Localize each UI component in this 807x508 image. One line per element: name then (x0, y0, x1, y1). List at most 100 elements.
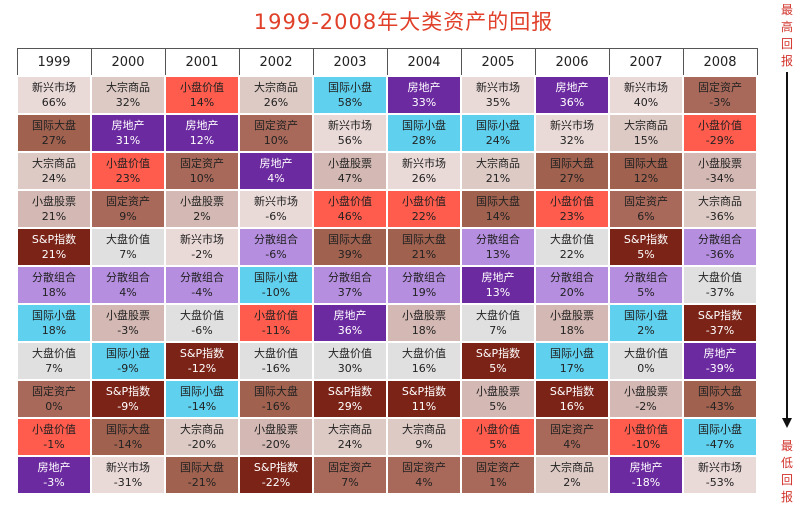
asset-return-cell: 新兴市场 66% (16, 75, 92, 115)
return-value-label: 10% (189, 172, 215, 185)
asset-return-cell: 国际小盘 18% (16, 303, 92, 343)
return-value-label: 56% (337, 134, 363, 147)
asset-return-cell: 国际小盘 -14% (164, 379, 240, 419)
asset-return-cell: 固定资产 -3% (682, 75, 758, 115)
return-value-label: 29% (337, 400, 363, 413)
rank-row: S&P指数 21% 大盘价值 7% 新兴市场 -2% 分散组合 -6% 国际大盘 39% 国际大盘 2… (16, 227, 758, 267)
asset-class-label: 小盘价值 (254, 309, 298, 322)
asset-class-label: 新兴市场 (254, 195, 298, 208)
asset-class-label: S&P指数 (253, 461, 299, 474)
asset-return-cell: 大盘价值 30% (312, 341, 388, 381)
asset-class-label: S&P指数 (475, 347, 521, 360)
asset-return-cell: 小盘价值 -29% (682, 113, 758, 153)
asset-class-label: 固定资产 (624, 195, 668, 208)
asset-class-label: 房地产 (185, 119, 219, 132)
return-value-label: 16% (559, 400, 585, 413)
year-header: 2002 (238, 48, 314, 77)
asset-return-cell: 小盘股票 18% (386, 303, 462, 343)
return-value-label: 18% (41, 286, 67, 299)
rank-row: 国际大盘 27% 房地产 31% 房地产 12% 固定资产 10% 新兴市场 56% 国际小盘 28%… (16, 113, 758, 153)
asset-class-label: S&P指数 (105, 385, 151, 398)
return-value-label: 27% (41, 134, 67, 147)
return-value-label: 22% (559, 248, 585, 261)
asset-class-label: 房地产 (703, 347, 737, 360)
asset-return-cell: 国际小盘 -9% (90, 341, 166, 381)
asset-return-cell: 小盘股票 47% (312, 151, 388, 191)
vertical-label-char: 最 (780, 439, 793, 453)
asset-return-cell: 分散组合 19% (386, 265, 462, 305)
asset-return-cell: S&P指数 5% (608, 227, 684, 267)
asset-class-label: 大盘价值 (476, 309, 520, 322)
asset-return-cell: 国际大盘 -16% (238, 379, 314, 419)
asset-return-cell: 国际大盘 12% (608, 151, 684, 191)
asset-return-cell: 大盘价值 -6% (164, 303, 240, 343)
asset-class-label: 分散组合 (624, 271, 668, 284)
asset-return-cell: 房地产 12% (164, 113, 240, 153)
asset-class-label: 小盘价值 (328, 195, 372, 208)
return-value-label: 24% (337, 438, 363, 451)
asset-class-label: 固定资产 (254, 119, 298, 132)
asset-return-cell: 分散组合 -36% (682, 227, 758, 267)
return-value-label: 5% (637, 248, 655, 261)
asset-class-label: 分散组合 (328, 271, 372, 284)
return-value-label: 24% (485, 134, 511, 147)
asset-return-cell: 小盘股票 -20% (238, 417, 314, 457)
asset-return-cell: 国际小盘 -47% (682, 417, 758, 457)
asset-class-label: S&P指数 (31, 233, 77, 246)
return-value-label: 21% (411, 248, 437, 261)
return-value-label: -10% (261, 286, 291, 299)
asset-class-label: 房地产 (333, 309, 367, 322)
asset-class-label: 国际小盘 (624, 309, 668, 322)
year-header: 2000 (90, 48, 166, 77)
asset-return-cell: 分散组合 -6% (238, 227, 314, 267)
asset-return-cell: 新兴市场 26% (386, 151, 462, 191)
vertical-label-char: 高 (780, 20, 793, 34)
return-value-label: 40% (633, 96, 659, 109)
asset-class-label: 国际小盘 (254, 271, 298, 284)
asset-return-cell: 小盘价值 23% (90, 151, 166, 191)
asset-class-label: 国际大盘 (624, 157, 668, 170)
rank-row: 国际小盘 18% 小盘股票 -3% 大盘价值 -6% 小盘价值 -11% 房地产 36% 小盘股票 1… (16, 303, 758, 343)
asset-return-cell: 固定资产 4% (386, 455, 462, 495)
return-value-label: 5% (489, 362, 507, 375)
asset-class-label: S&P指数 (327, 385, 373, 398)
asset-class-label: 小盘价值 (698, 119, 742, 132)
return-value-label: 7% (341, 476, 359, 489)
asset-class-label: 分散组合 (476, 233, 520, 246)
asset-return-cell: 固定资产 6% (608, 189, 684, 229)
asset-return-cell: S&P指数 -9% (90, 379, 166, 419)
return-value-label: -6% (265, 210, 287, 223)
asset-class-label: 固定资产 (476, 461, 520, 474)
return-value-label: 66% (41, 96, 67, 109)
return-value-label: 37% (337, 286, 363, 299)
asset-return-cell: 分散组合 18% (16, 265, 92, 305)
asset-return-cell: 国际小盘 28% (386, 113, 462, 153)
return-value-label: 2% (563, 476, 581, 489)
asset-class-label: 新兴市场 (32, 81, 76, 94)
return-value-label: 5% (489, 438, 507, 451)
asset-return-cell: 房地产 13% (460, 265, 536, 305)
return-value-label: -39% (705, 362, 735, 375)
asset-return-cell: S&P指数 29% (312, 379, 388, 419)
asset-return-cell: 分散组合 4% (90, 265, 166, 305)
asset-class-label: S&P指数 (549, 385, 595, 398)
return-value-label: 46% (337, 210, 363, 223)
asset-class-label: 固定资产 (32, 385, 76, 398)
asset-class-label: 大宗商品 (180, 423, 224, 436)
return-value-label: 32% (115, 96, 141, 109)
asset-return-cell: S&P指数 -37% (682, 303, 758, 343)
return-value-label: -20% (261, 438, 291, 451)
asset-class-label: 大盘价值 (550, 233, 594, 246)
asset-class-label: 国际大盘 (550, 157, 594, 170)
ranking-arrow-head (782, 418, 792, 428)
year-header: 2001 (164, 48, 240, 77)
return-value-label: -6% (191, 324, 213, 337)
return-value-label: 11% (411, 400, 437, 413)
asset-return-cell: S&P指数 11% (386, 379, 462, 419)
asset-return-cell: S&P指数 -22% (238, 455, 314, 495)
asset-return-cell: S&P指数 21% (16, 227, 92, 267)
asset-return-cell: 小盘价值 -10% (608, 417, 684, 457)
asset-return-cell: 分散组合 5% (608, 265, 684, 305)
asset-class-label: 分散组合 (402, 271, 446, 284)
return-value-label: 26% (263, 96, 289, 109)
